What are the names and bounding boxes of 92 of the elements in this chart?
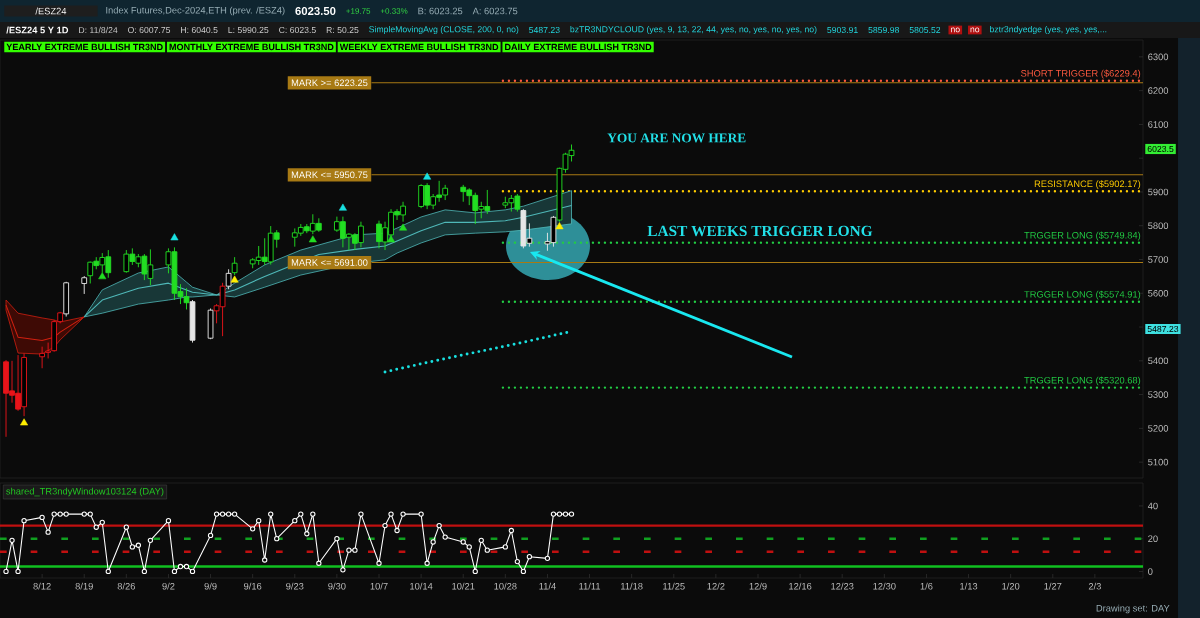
text: Drawing set: DAY xyxy=(1096,604,1170,614)
point xyxy=(338,203,347,211)
annotation: DAILY EXTREME BULLISH TR3ND xyxy=(505,43,652,51)
text: B: 6023.25 xyxy=(418,7,463,15)
y-tick-label: 40 xyxy=(1147,502,1158,510)
text: C: 6023.5 xyxy=(279,26,316,34)
x-tick-label: 9/23 xyxy=(286,582,304,590)
y-tick-label: 5400 xyxy=(1148,357,1169,365)
annotation: YOU ARE NOW HERE xyxy=(607,133,746,143)
text: +19.75 xyxy=(346,8,371,14)
y-tick-label: 20 xyxy=(1148,535,1158,542)
text: D: 11/8/24 xyxy=(79,26,118,34)
x-tick-label: 1/13 xyxy=(960,582,978,590)
x-tick-label: 1/27 xyxy=(1044,582,1062,590)
text: 5903.91 xyxy=(827,26,858,34)
x-tick-label: 12/9 xyxy=(749,582,767,590)
y-tick-label: 5100 xyxy=(1148,458,1169,466)
x-tick-label: 12/2 xyxy=(707,582,725,590)
y-tick-label: 0 xyxy=(1148,568,1153,575)
x-tick-label: 9/2 xyxy=(162,582,175,590)
x-tick-label: 8/26 xyxy=(117,582,135,590)
x-tick-label: 8/19 xyxy=(75,582,93,590)
x-tick-label: 8/12 xyxy=(33,582,51,590)
annotation: YEARLY EXTREME BULLISH TR3ND xyxy=(6,43,163,51)
text: A: 6023.75 xyxy=(472,7,518,15)
ref-line-label: TRGGER LONG ($5320.68) xyxy=(1024,376,1141,386)
x-tick-label: 10/7 xyxy=(370,582,388,590)
text: no xyxy=(951,27,960,33)
x-tick-label: 1/20 xyxy=(1002,582,1020,590)
x-tick-label: 10/21 xyxy=(452,582,475,590)
ref-line-label: MARK <= 5950.75 xyxy=(291,171,368,179)
text: 6023.5 xyxy=(1147,145,1174,153)
x-tick-label: 10/28 xyxy=(494,582,517,590)
y-tick-label: 5700 xyxy=(1148,256,1169,263)
y-tick-label: 6200 xyxy=(1148,87,1169,94)
point xyxy=(555,222,564,230)
text: bzTR3NDYCLOUD (yes, 9, 13, 22, 44, yes, no, yes, no, yes, no) xyxy=(570,25,817,35)
annotation: LAST WEEKS TRIGGER LONG xyxy=(647,225,873,237)
text: SimpleMovingAvg (CLOSE, 200, 0, no) xyxy=(369,25,519,35)
x-tick-label: 12/23 xyxy=(831,582,854,590)
y-tick-label: 5200 xyxy=(1148,425,1169,432)
x-tick-label: 12/30 xyxy=(873,582,896,590)
y-tick-label: 6300 xyxy=(1148,53,1169,61)
text: 5487.23 xyxy=(529,26,560,34)
point xyxy=(308,235,317,243)
x-tick-label: 9/16 xyxy=(244,582,262,590)
point xyxy=(230,275,239,283)
point xyxy=(170,233,179,241)
text: no xyxy=(970,27,980,33)
x-tick-label: 11/25 xyxy=(663,582,685,590)
x-tick-label: 9/30 xyxy=(328,582,346,590)
text: 5487.23 xyxy=(1147,325,1179,333)
y-tick-label: 5800 xyxy=(1148,222,1169,230)
text: R: 50.25 xyxy=(326,26,359,34)
x-tick-label: 12/16 xyxy=(789,582,812,590)
x-tick-label: 9/9 xyxy=(204,582,217,590)
ref-line-label: SHORT TRIGGER ($6229.4) xyxy=(1021,69,1141,79)
point xyxy=(387,235,395,243)
text: Index Futures,Dec-2024,ETH (prev. /ESZ4) xyxy=(106,6,285,16)
y-tick-label: 5600 xyxy=(1148,289,1169,297)
point xyxy=(423,172,432,180)
ref-line-label: TRGGER LONG ($5749.84) xyxy=(1024,231,1141,241)
text: 5805.52 xyxy=(909,26,941,34)
chart-title: /ESZ24 5 Y 1D xyxy=(6,26,69,34)
ref-line-label: TRGGER LONG ($5574.91) xyxy=(1024,290,1141,300)
text: L: 5990.25 xyxy=(228,26,269,34)
ref-line-label: MARK >= 6223.25 xyxy=(291,79,368,87)
ref-line-label: MARK <= 5691.00 xyxy=(291,259,368,266)
text: bztr3ndyedge (yes, yes, yes,... xyxy=(990,25,1107,35)
x-tick-label: 2/3 xyxy=(1088,582,1101,590)
y-tick-label: 6100 xyxy=(1148,121,1169,128)
point xyxy=(399,223,408,231)
point xyxy=(20,418,29,426)
text: O: 6007.75 xyxy=(128,26,171,34)
point xyxy=(98,272,107,280)
text: H: 6040.5 xyxy=(181,26,218,34)
ref-line-label: RESISTANCE ($5902.17) xyxy=(1034,180,1141,189)
chart-title: shared_TR3ndyWindow103124 (DAY) xyxy=(6,487,164,497)
text: /ESZ24 xyxy=(35,7,67,15)
candlestick xyxy=(39,346,45,369)
x-tick-label: 11/4 xyxy=(539,582,556,590)
x-tick-label: 11/18 xyxy=(621,582,643,590)
text: +0.33% xyxy=(380,8,408,14)
text: 5859.98 xyxy=(868,26,900,34)
y-tick-label: 5900 xyxy=(1148,188,1169,196)
text: 6023.50 xyxy=(295,6,336,16)
x-tick-label: 1/6 xyxy=(920,582,933,590)
y-tick-label: 5300 xyxy=(1148,391,1169,398)
annotation: WEEKLY EXTREME BULLISH TR3ND xyxy=(339,43,499,51)
x-tick-label: 10/14 xyxy=(410,582,433,590)
annotation: MONTHLY EXTREME BULLISH TR3ND xyxy=(169,43,334,51)
x-tick-label: 11/11 xyxy=(579,582,601,590)
